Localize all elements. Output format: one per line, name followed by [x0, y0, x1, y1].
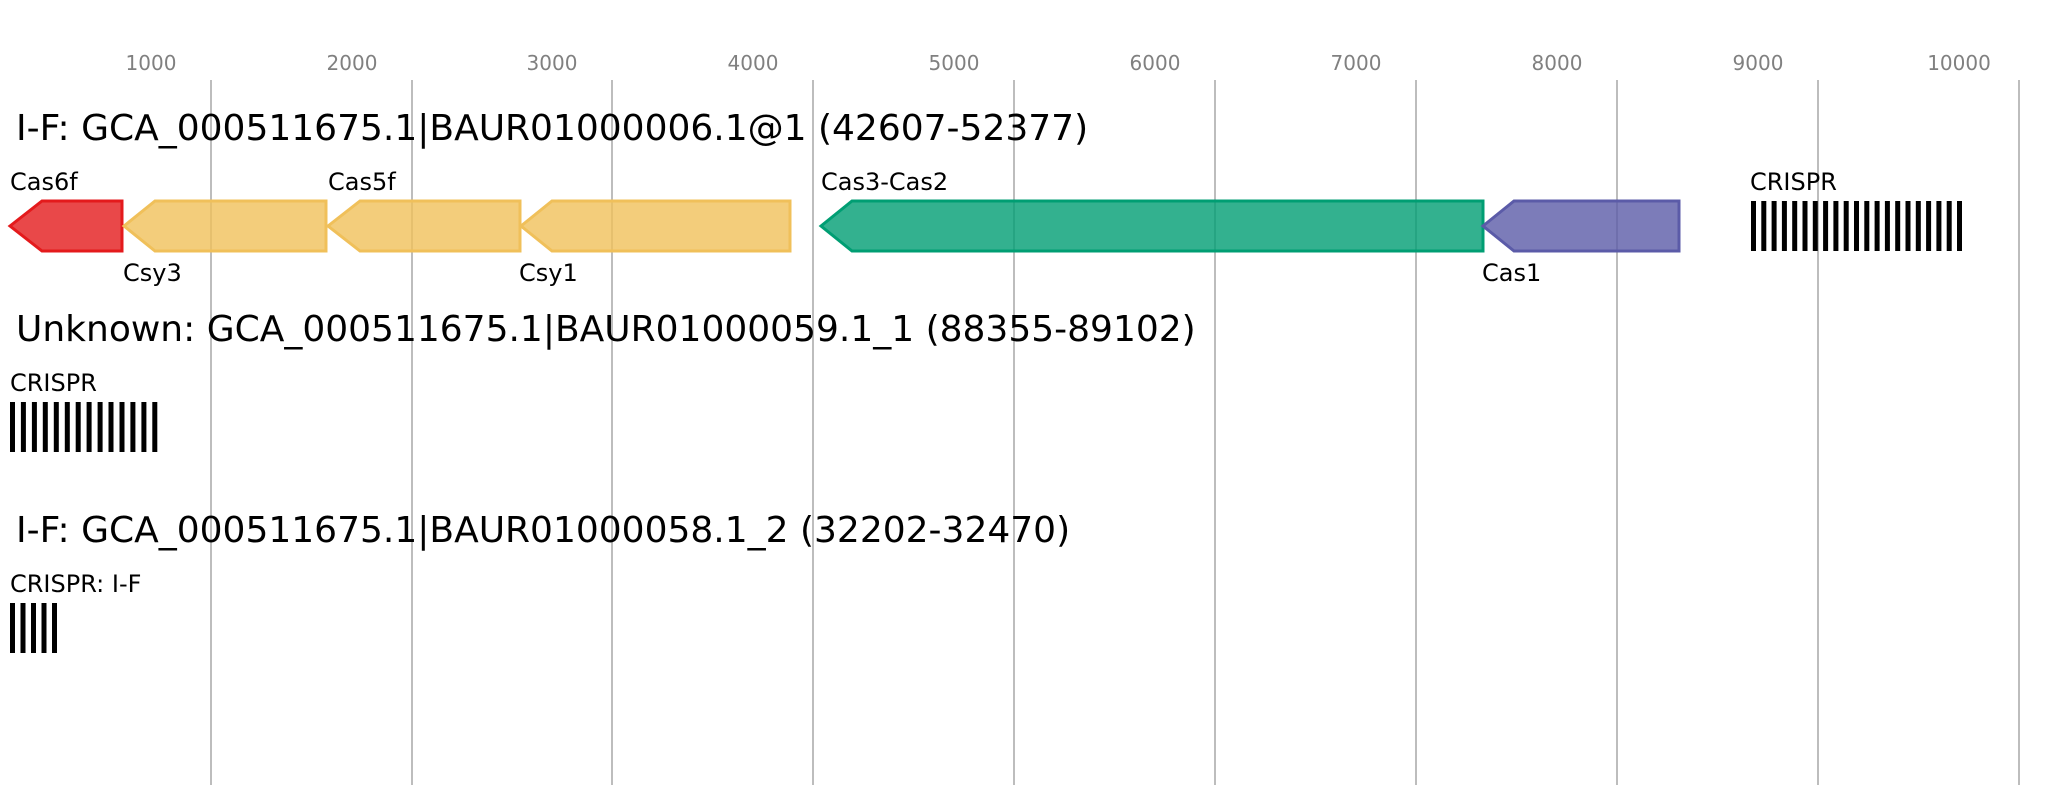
crispr-repeat	[1833, 201, 1839, 251]
gene-label-csy1: Csy1	[519, 259, 578, 287]
crispr-label: CRISPR: I-F	[10, 570, 141, 598]
crispr-repeat	[1751, 201, 1756, 251]
crispr-label: CRISPR	[10, 369, 97, 397]
crispr-repeat	[31, 603, 36, 653]
axis-tick-label: 4000	[728, 51, 779, 75]
crispr-repeat	[31, 402, 37, 452]
crispr-repeat	[119, 402, 125, 452]
crispr-repeat	[1771, 201, 1777, 251]
gene-label-cas1: Cas1	[1482, 259, 1541, 287]
crispr-repeat	[1926, 201, 1932, 251]
crispr-repeat	[1802, 201, 1808, 251]
crispr-repeat	[1874, 201, 1880, 251]
axis-tick-label: 8000	[1532, 51, 1583, 75]
axis-tick-label: 2000	[327, 51, 378, 75]
crispr-repeat	[1781, 201, 1787, 251]
crispr-repeat	[1843, 201, 1849, 251]
axis-tick-label: 7000	[1331, 51, 1382, 75]
crispr-repeat	[1895, 201, 1901, 251]
crispr-repeat	[97, 402, 103, 452]
crispr-repeat	[1761, 201, 1767, 251]
crispr-repeat	[1864, 201, 1870, 251]
crispr-repeat	[1915, 201, 1921, 251]
crispr-repeat	[1957, 201, 1962, 251]
crispr-array	[10, 603, 57, 653]
crispr-repeat	[10, 603, 15, 653]
gene-arrow-csy3	[121, 199, 328, 253]
crispr-repeat	[52, 603, 57, 653]
track-title: I-F: GCA_000511675.1|BAUR01000058.1_2 (3…	[16, 510, 1070, 551]
crispr-repeat	[108, 402, 114, 452]
gene-arrow-cas5f	[325, 199, 522, 253]
axis-tick-label: 3000	[527, 51, 578, 75]
crispr-repeat	[75, 402, 81, 452]
crispr-repeat	[1884, 201, 1890, 251]
gene-label-cas5f: Cas5f	[328, 168, 396, 196]
crispr-repeat	[53, 402, 59, 452]
axis-grid	[210, 80, 2020, 785]
crispr-repeat	[1946, 201, 1952, 251]
axis-tick-label: 9000	[1733, 51, 1784, 75]
gene-label-csy3: Csy3	[123, 259, 182, 287]
gene-arrow-cas1	[1480, 199, 1681, 253]
axis-tick-label: 1000	[126, 51, 177, 75]
track-title: Unknown: GCA_000511675.1|BAUR01000059.1_…	[16, 309, 1196, 350]
crispr-label: CRISPR	[1750, 168, 1837, 196]
crispr-repeat	[1823, 201, 1829, 251]
crispr-repeat	[42, 402, 48, 452]
axis-tick-label: 10000	[1927, 51, 1991, 75]
crispr-repeat	[1792, 201, 1798, 251]
crispr-repeat	[1812, 201, 1818, 251]
axis-tick-label: 5000	[929, 51, 980, 75]
crispr-repeat	[1936, 201, 1942, 251]
track-title: I-F: GCA_000511675.1|BAUR01000006.1@1 (4…	[16, 108, 1088, 149]
crispr-repeat	[64, 402, 70, 452]
crispr-array	[1751, 201, 1962, 251]
gene-label-cas3-cas2: Cas3-Cas2	[821, 168, 948, 196]
gene-label-cas6f: Cas6f	[10, 168, 78, 196]
axis-ticks: 1000 2000 3000 4000 5000 6000 7000 8000 9000 1000…	[126, 51, 1991, 75]
gene-arrow-csy1	[518, 199, 792, 253]
crispr-repeat	[130, 402, 136, 452]
crispr-repeat	[152, 402, 158, 452]
gene-arrow-cas6f	[7, 199, 124, 253]
axis-tick-label: 6000	[1130, 51, 1181, 75]
crispr-repeat	[1905, 201, 1911, 251]
crispr-repeat	[141, 402, 147, 452]
crispr-repeat	[41, 603, 47, 653]
crispr-repeat	[1854, 201, 1859, 251]
crispr-array	[10, 402, 158, 452]
crispr-repeat	[20, 402, 26, 452]
gene-arrow-cas3-cas2	[818, 199, 1485, 253]
crispr-repeat	[10, 402, 15, 452]
crispr-repeat	[86, 402, 92, 452]
crispr-repeat	[20, 603, 26, 653]
